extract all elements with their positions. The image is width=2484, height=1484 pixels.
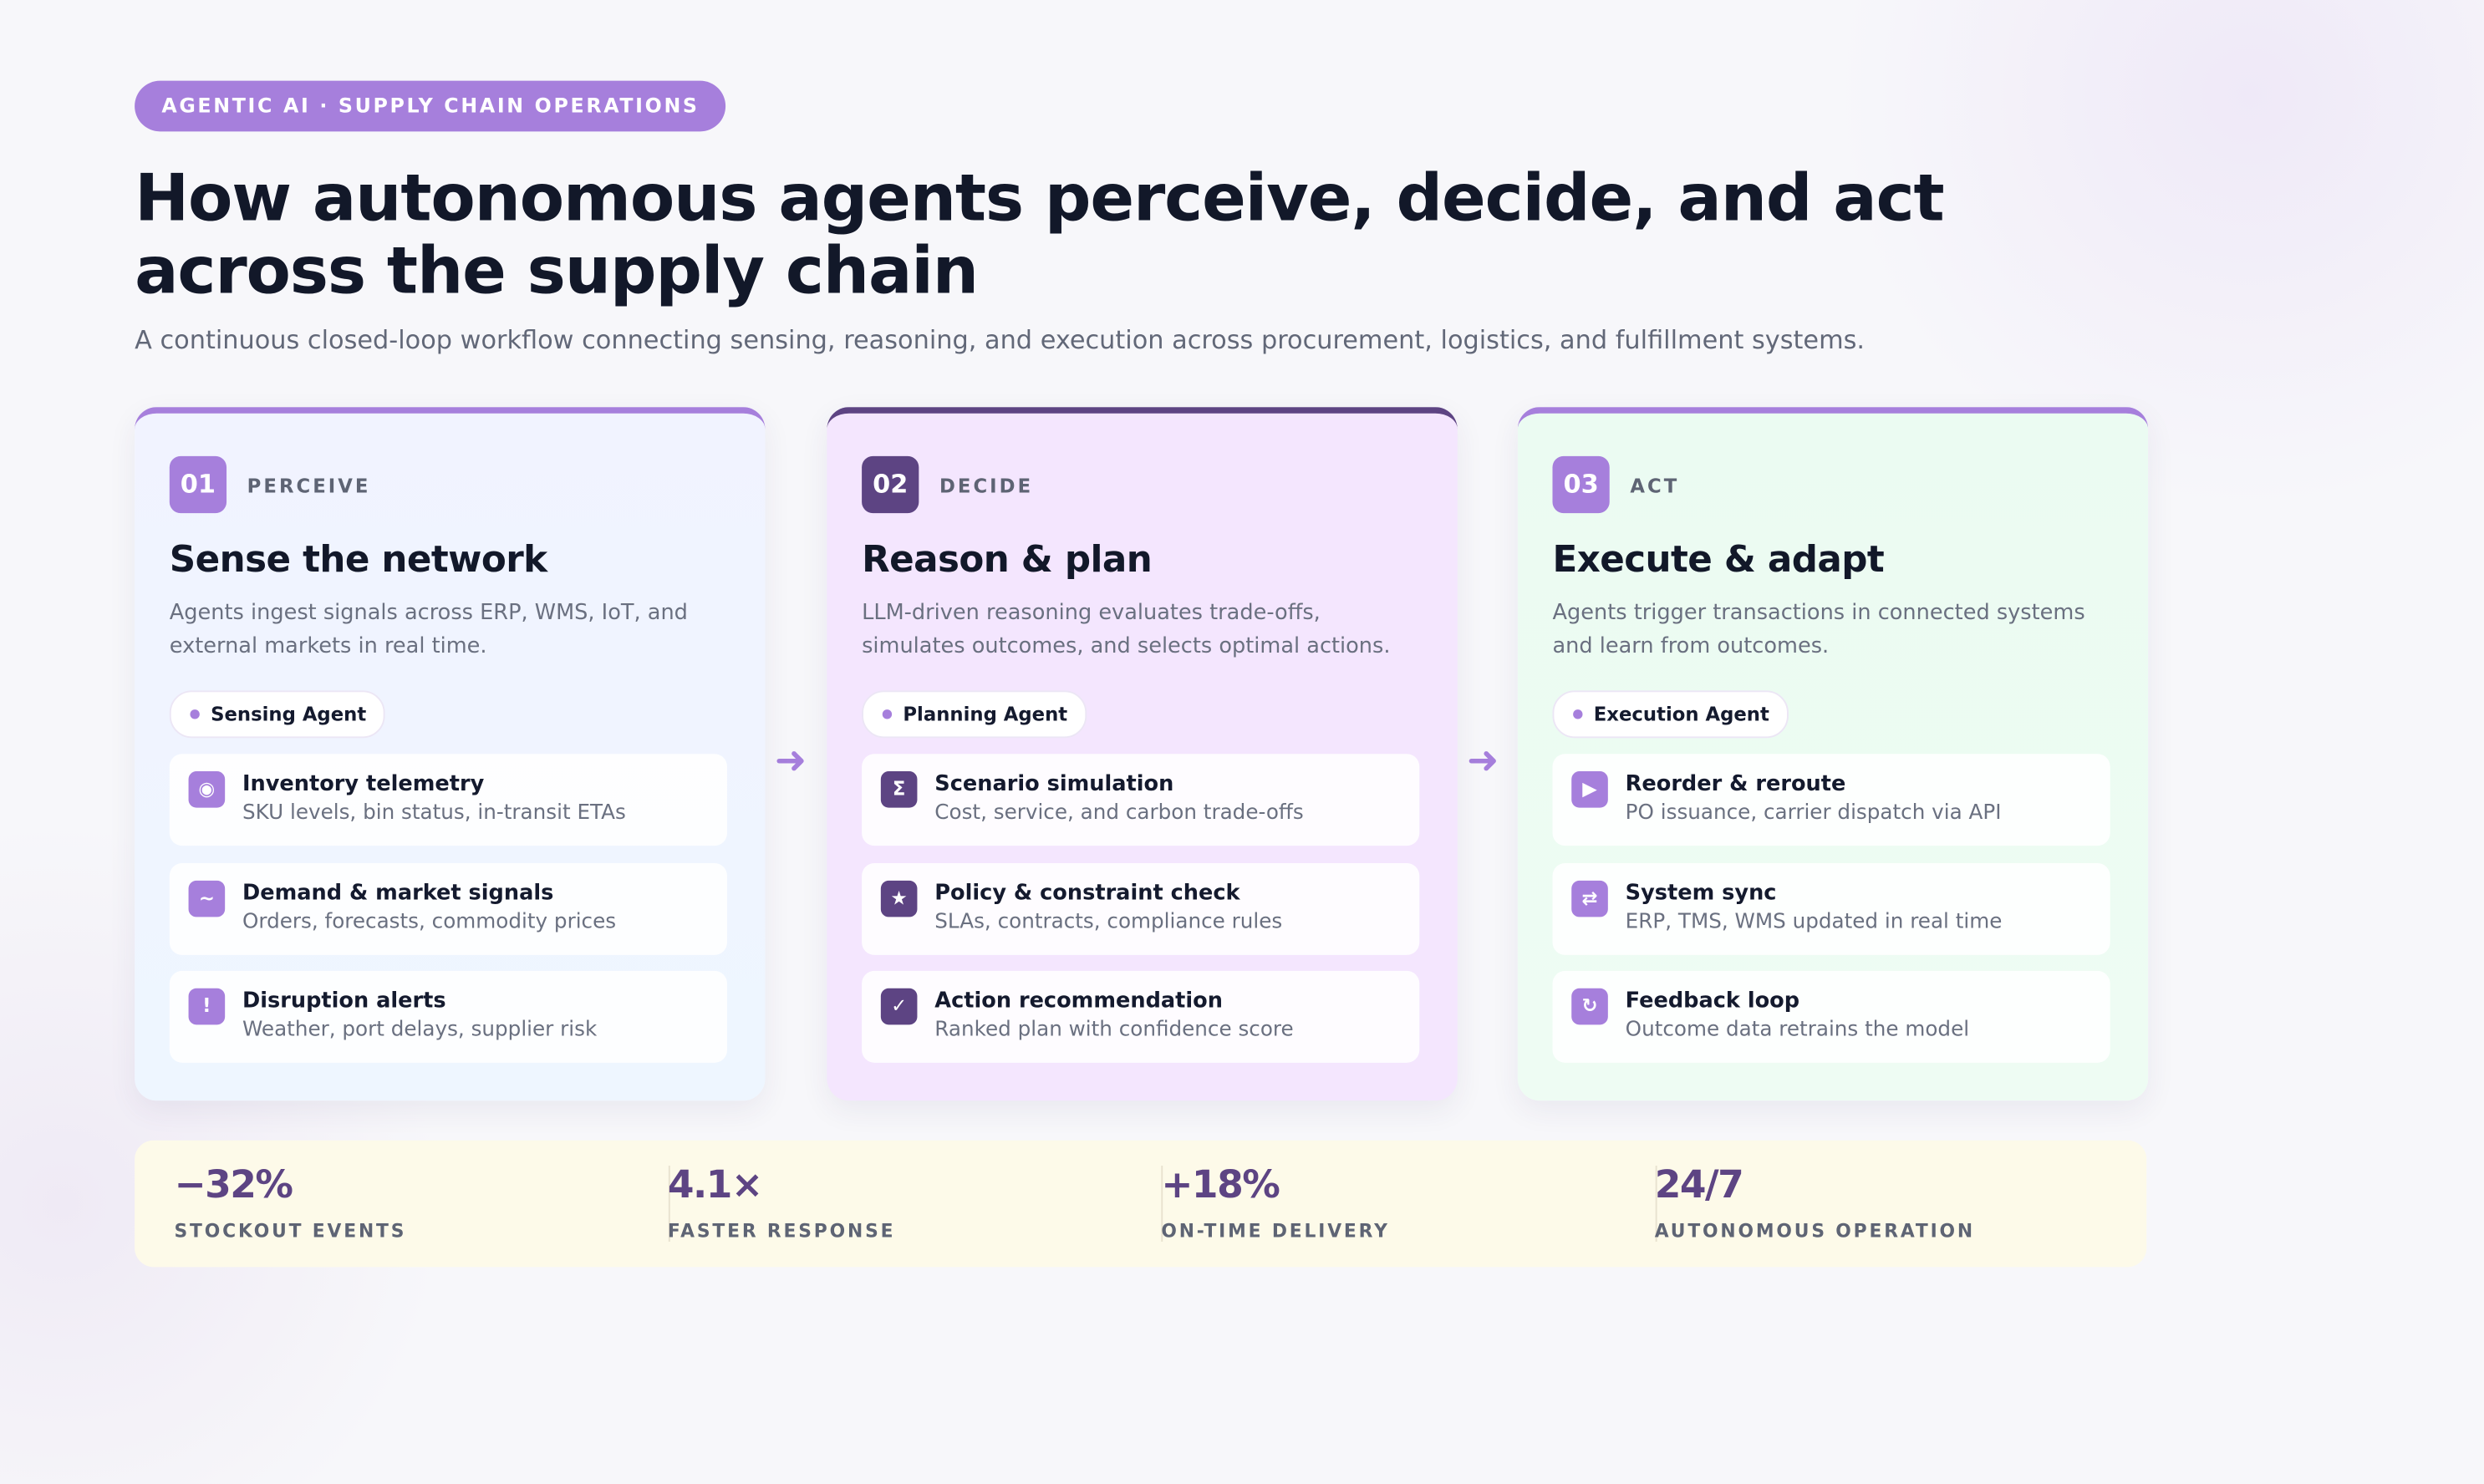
stat-value: −32% [174, 1162, 293, 1207]
stage-card: 03 ACT Execute & adapt Agents trigger trans… [1517, 407, 2149, 1101]
divider [1655, 1166, 1657, 1242]
stage-number: 03 [1552, 455, 1610, 514]
stage-card: 02 DECIDE Reason & plan LLM-driven reasonin… [827, 407, 1458, 1101]
flow-arrow: ➜ [1467, 738, 1499, 783]
step-title: Scenario simulation [934, 771, 1174, 797]
stat-value: 24/7 [1654, 1162, 1744, 1207]
stage-card: 01 PERCEIVE Sense the network Agents ingest… [135, 407, 766, 1101]
step-title: Inventory telemetry [242, 771, 485, 797]
step-icon: ✓ [880, 988, 918, 1025]
step-item: ↻ Feedback loop Outcome data retrains the … [1552, 970, 2110, 1063]
step-detail: PO issuance, carrier dispatch via API [1625, 801, 2002, 826]
stage-title: Reason & plan [862, 540, 1153, 582]
stats-bar: −32% STOCKOUT EVENTS 4.1× FASTER RESPONSE +1… [135, 1140, 2147, 1268]
stage-label: ACT [1630, 475, 1680, 498]
agent-pill: Sensing Agent [169, 690, 385, 739]
stage-title: Execute & adapt [1552, 540, 1885, 582]
step-item: ~ Demand & market signals Orders, forecast… [169, 862, 727, 954]
step-title: Feedback loop [1625, 988, 1800, 1014]
step-title: Policy & constraint check [934, 879, 1240, 906]
stage-number: 02 [862, 455, 919, 514]
step-item: ★ Policy & constraint check SLAs, contract… [862, 862, 1420, 954]
step-icon: Σ [880, 771, 918, 808]
step-detail: SKU levels, bin status, in-transit ETAs [242, 801, 626, 826]
step-item: ◉ Inventory telemetry SKU levels, bin stat… [169, 754, 727, 846]
step-title: Reorder & reroute [1625, 771, 1846, 797]
step-detail: Orders, forecasts, commodity prices [242, 909, 617, 934]
step-icon: ! [188, 988, 226, 1025]
stat-label: STOCKOUT EVENTS [174, 1219, 407, 1242]
stat-value: 4.1× [667, 1162, 763, 1207]
step-icon: ↻ [1571, 988, 1608, 1025]
step-item: Σ Scenario simulation Cost, service, and c… [862, 754, 1420, 846]
step-detail: ERP, TMS, WMS updated in real time [1625, 909, 2003, 934]
step-item: ✓ Action recommendation Ranked plan with c… [862, 970, 1420, 1063]
agent-pill: Planning Agent [862, 690, 1087, 739]
stat-value: +18% [1161, 1162, 1280, 1207]
step-detail: SLAs, contracts, compliance rules [934, 909, 1283, 934]
step-icon: ◉ [188, 771, 226, 808]
title: How autonomous agents perceive, decide, … [135, 160, 1945, 309]
divider [1161, 1166, 1163, 1242]
stat-label: AUTONOMOUS OPERATION [1654, 1219, 1976, 1242]
step-detail: Cost, service, and carbon trade-offs [934, 801, 1304, 826]
stage-description: Agents trigger transactions in connected… [1552, 600, 2085, 659]
step-item: ! Disruption alerts Weather, port delays, … [169, 970, 727, 1063]
stat-label: FASTER RESPONSE [667, 1219, 896, 1242]
step-title: System sync [1625, 879, 1777, 906]
stage-description: Agents ingest signals across ERP, WMS, I… [169, 600, 688, 659]
subtitle: A continuous closed-loop workflow connec… [135, 324, 1866, 355]
step-item: ▶ Reorder & reroute PO issuance, carrier d… [1552, 754, 2110, 846]
stage-title: Sense the network [169, 540, 547, 582]
stat-label: ON-TIME DELIVERY [1161, 1219, 1390, 1242]
agent-pill: Execution Agent [1552, 690, 1789, 739]
divider [668, 1166, 670, 1242]
stage-description: LLM-driven reasoning evaluates trade-off… [862, 600, 1391, 659]
stage-label: PERCEIVE [247, 475, 371, 498]
badge: AGENTIC AI · SUPPLY CHAIN OPERATIONS [135, 80, 726, 132]
step-item: ⇄ System sync ERP, TMS, WMS updated in rea… [1552, 862, 2110, 954]
step-icon: ▶ [1571, 771, 1608, 808]
stage-label: DECIDE [939, 475, 1034, 498]
step-title: Action recommendation [934, 988, 1223, 1014]
step-title: Disruption alerts [242, 988, 446, 1014]
step-detail: Weather, port delays, supplier risk [242, 1018, 598, 1043]
flow-arrow: ➜ [774, 738, 807, 783]
step-icon: ⇄ [1571, 879, 1608, 917]
step-icon: ~ [188, 879, 226, 917]
step-title: Demand & market signals [242, 879, 554, 906]
step-detail: Ranked plan with confidence score [934, 1018, 1294, 1043]
step-detail: Outcome data retrains the model [1625, 1018, 1970, 1043]
stage-number: 01 [169, 455, 227, 514]
step-icon: ★ [880, 879, 918, 917]
